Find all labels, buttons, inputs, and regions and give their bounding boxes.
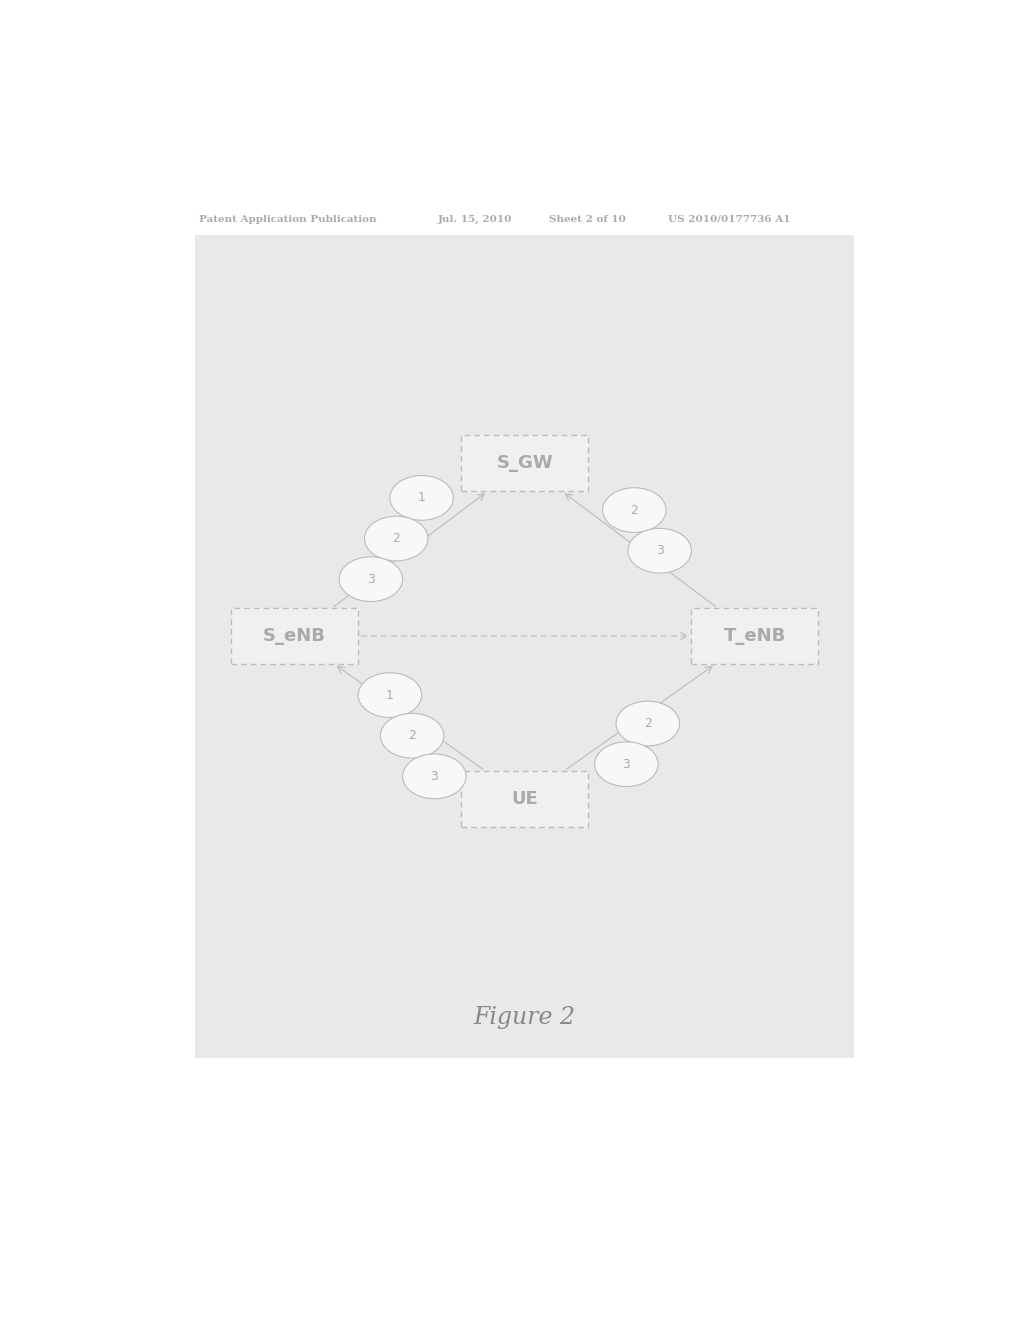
Text: S_eNB: S_eNB — [263, 627, 326, 645]
Text: S_GW: S_GW — [497, 454, 553, 473]
Ellipse shape — [628, 528, 691, 573]
Text: T_eNB: T_eNB — [724, 627, 786, 645]
Text: 1: 1 — [418, 491, 426, 504]
Ellipse shape — [402, 754, 466, 799]
Text: 1: 1 — [386, 689, 394, 701]
Text: 3: 3 — [367, 573, 375, 586]
FancyBboxPatch shape — [691, 609, 818, 664]
Text: Figure 2: Figure 2 — [474, 1006, 575, 1028]
FancyBboxPatch shape — [461, 436, 588, 491]
Text: 3: 3 — [655, 544, 664, 557]
Text: 2: 2 — [409, 729, 416, 742]
Ellipse shape — [595, 742, 658, 787]
Text: 3: 3 — [430, 770, 438, 783]
Text: 2: 2 — [644, 717, 651, 730]
Text: Jul. 15, 2010: Jul. 15, 2010 — [437, 215, 512, 224]
Text: 2: 2 — [631, 503, 638, 516]
Ellipse shape — [616, 701, 680, 746]
Text: US 2010/0177736 A1: US 2010/0177736 A1 — [668, 215, 791, 224]
Ellipse shape — [380, 713, 443, 758]
Ellipse shape — [602, 487, 666, 532]
Ellipse shape — [358, 673, 422, 718]
FancyBboxPatch shape — [196, 235, 854, 1057]
Text: Sheet 2 of 10: Sheet 2 of 10 — [549, 215, 626, 224]
FancyBboxPatch shape — [461, 771, 588, 826]
Ellipse shape — [390, 475, 454, 520]
Ellipse shape — [339, 557, 402, 602]
Ellipse shape — [365, 516, 428, 561]
Text: UE: UE — [511, 789, 539, 808]
Text: 3: 3 — [623, 758, 631, 771]
FancyBboxPatch shape — [231, 609, 358, 664]
Text: Patent Application Publication: Patent Application Publication — [200, 215, 377, 224]
Text: 2: 2 — [392, 532, 400, 545]
